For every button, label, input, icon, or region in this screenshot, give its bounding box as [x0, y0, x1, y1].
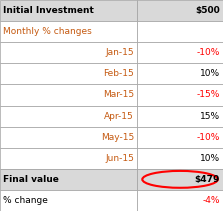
Bar	[0, 42, 137, 63]
Bar	[137, 190, 223, 211]
Bar	[0, 127, 137, 148]
Text: -10%: -10%	[197, 48, 220, 57]
Bar	[0, 63, 137, 84]
Text: Final value: Final value	[3, 175, 59, 184]
Bar	[0, 148, 137, 169]
Bar	[0, 21, 137, 42]
Text: Initial Investment: Initial Investment	[3, 6, 94, 15]
Text: Monthly % changes: Monthly % changes	[3, 27, 92, 36]
Text: 10%: 10%	[200, 69, 220, 78]
Text: -4%: -4%	[202, 196, 220, 205]
Bar	[137, 127, 223, 148]
Bar	[0, 84, 137, 106]
Text: -10%: -10%	[197, 133, 220, 142]
Text: Jun-15: Jun-15	[105, 154, 134, 163]
Text: 10%: 10%	[200, 154, 220, 163]
Text: $479: $479	[195, 175, 220, 184]
Text: % change: % change	[3, 196, 48, 205]
Bar	[137, 21, 223, 42]
Bar	[137, 0, 223, 21]
Text: 15%: 15%	[200, 112, 220, 120]
Text: Feb-15: Feb-15	[103, 69, 134, 78]
Bar	[137, 106, 223, 127]
Text: Apr-15: Apr-15	[104, 112, 134, 120]
Bar	[137, 169, 223, 190]
Text: Mar-15: Mar-15	[103, 91, 134, 99]
Text: May-15: May-15	[101, 133, 134, 142]
Bar	[137, 63, 223, 84]
Bar	[0, 0, 137, 21]
Text: Jan-15: Jan-15	[105, 48, 134, 57]
Bar	[137, 42, 223, 63]
Bar	[0, 190, 137, 211]
Bar	[137, 84, 223, 106]
Text: $500: $500	[195, 6, 220, 15]
Bar	[0, 106, 137, 127]
Text: -15%: -15%	[197, 91, 220, 99]
Bar	[137, 148, 223, 169]
Bar	[0, 169, 137, 190]
